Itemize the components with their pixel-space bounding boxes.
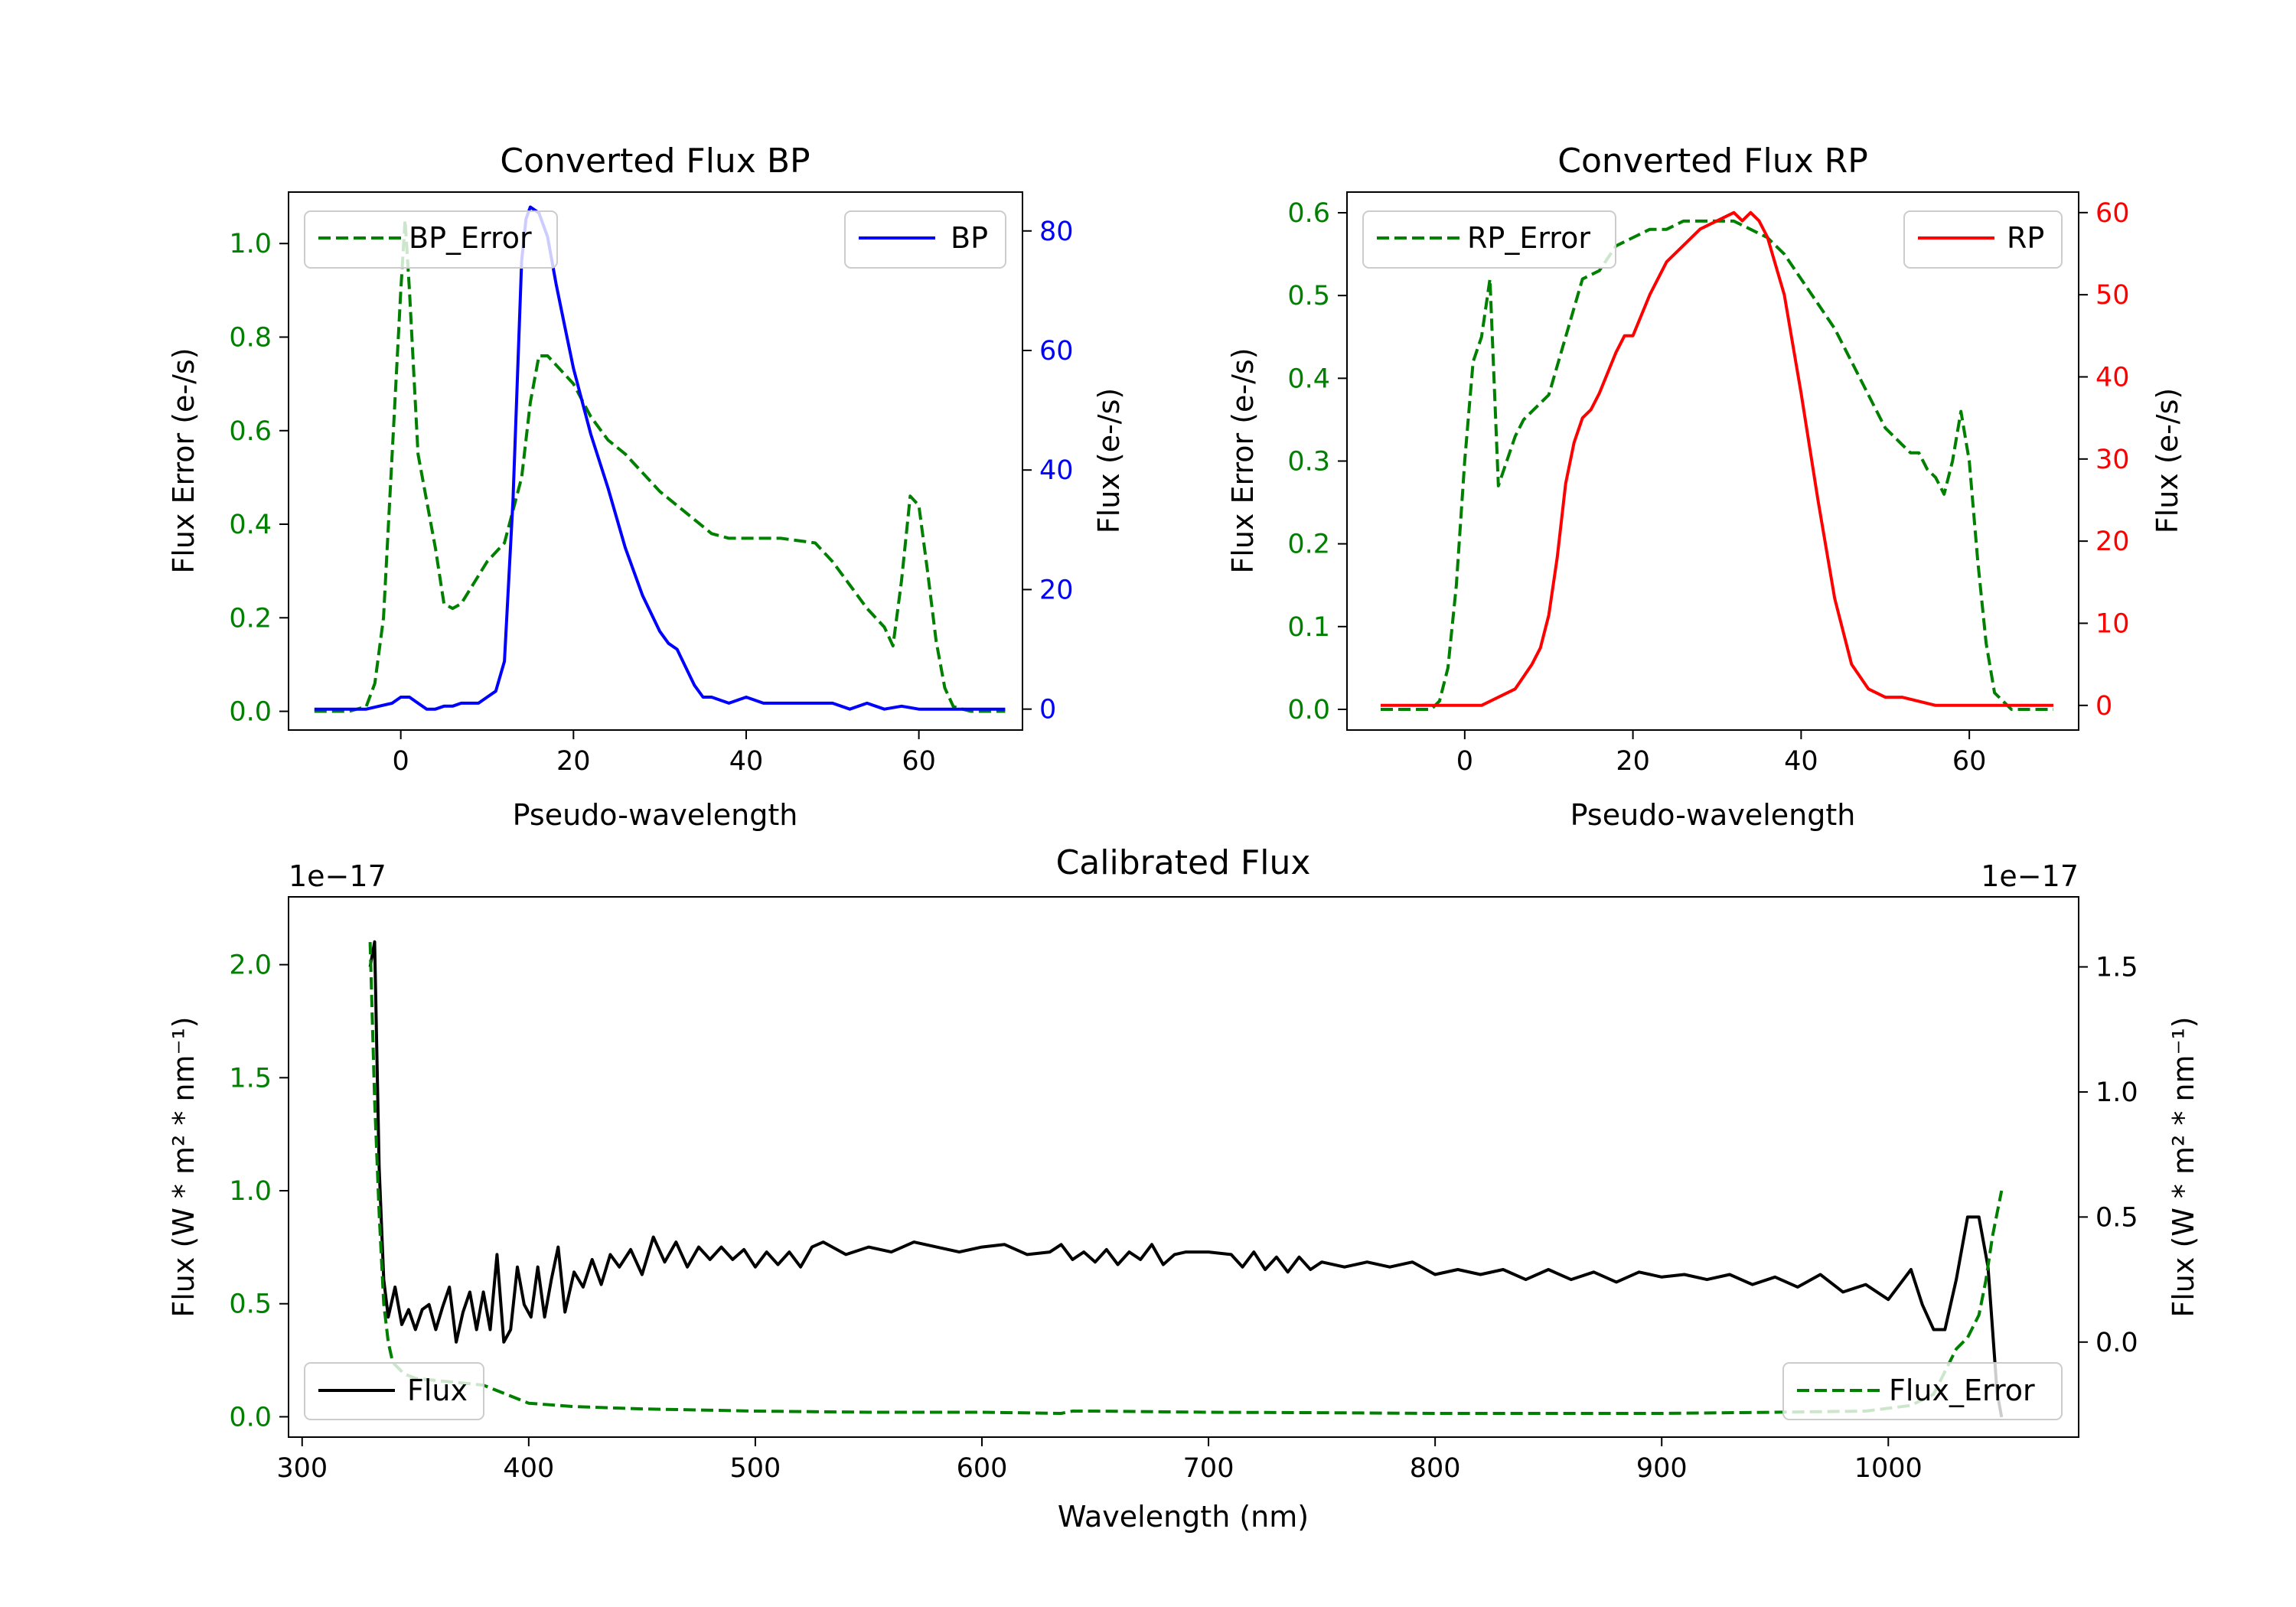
cal-series-flux-error: [368, 942, 2004, 1415]
bp-legend-flux: BP: [844, 210, 1006, 269]
bp-ytick-right-label: 0: [1039, 695, 1056, 725]
bp-xtick-label: 40: [729, 746, 764, 777]
cal-ylabel-right: Flux (W * m² * nm⁻¹): [2167, 1016, 2200, 1317]
cal-ytick-left-label: 1.5: [229, 1063, 272, 1094]
rp-xtick-label: 60: [1952, 746, 1987, 777]
cal-ytick-right-label: 0.5: [2095, 1202, 2138, 1233]
bp-xlabel: Pseudo-wavelength: [513, 798, 798, 832]
rp-legend-flux-label: RP: [2007, 221, 2044, 255]
cal-ytick-left-label: 1.0: [229, 1176, 272, 1207]
cal-ytick-right-label: 0.0: [2095, 1328, 2138, 1358]
cal-ytick-right-label: 1.0: [2095, 1077, 2138, 1108]
rp-plot-frame: [1346, 191, 2079, 731]
rp-series-rp: [1381, 210, 2053, 707]
bp-ytick-left-label: 0.8: [229, 323, 272, 354]
rp-ytick-left-label: 0.1: [1287, 612, 1330, 643]
rp-ytick-left-label: 0.5: [1287, 281, 1330, 311]
cal-ticks: 300 400 500 600 700 800 900 1000 0.0 0.5 1.0 1.5 2.0…: [229, 950, 2138, 1484]
cal-xlabel: Wavelength (nm): [1058, 1500, 1309, 1534]
rp-ytick-right-label: 60: [2095, 198, 2130, 229]
bp-ytick-left-label: 0.4: [229, 510, 272, 540]
bp-ylabel-right: Flux (e-/s): [1092, 388, 1126, 533]
rp-ytick-right-label: 10: [2095, 608, 2130, 639]
rp-xtick-label: 0: [1456, 746, 1473, 777]
bp-ticks: 0 20 40 60 0.0 0.2 0.4 0.6 0.8 1.0 0 20 40 60 80: [229, 217, 1073, 777]
rp-ytick-left-label: 0.2: [1287, 530, 1330, 560]
panel-cal: Calibrated Flux 1e−17 1e−17 300 400 500 600…: [167, 843, 2200, 1534]
cal-legend-error-label: Flux_Error: [1889, 1374, 2035, 1407]
rp-ytick-right-label: 50: [2095, 280, 2130, 311]
bp-xtick-label: 0: [393, 746, 409, 777]
bp-ylabel-left: Flux Error (e-/s): [167, 347, 201, 573]
cal-xtick-label: 900: [1636, 1453, 1688, 1484]
rp-ytick-left-label: 0.3: [1287, 447, 1330, 478]
bp-title: Converted Flux BP: [500, 142, 810, 181]
cal-ytick-right-label: 1.5: [2095, 953, 2138, 983]
rp-ytick-right-label: 30: [2095, 445, 2130, 475]
rp-legend-flux: RP: [1903, 210, 2063, 269]
rp-ticks: 0 20 40 60 0.0 0.1 0.2 0.3 0.4 0.5 0.6 0 10 20 30 40 50 6…: [1287, 198, 2129, 777]
cal-xtick-label: 1000: [1854, 1453, 1923, 1484]
bp-ytick-right-label: 20: [1039, 575, 1074, 605]
cal-xtick-label: 800: [1410, 1453, 1461, 1484]
panel-bp: Converted Flux BP 0 20 40 60 0.0 0.2 0.4 0.6 0.8…: [167, 142, 1126, 832]
cal-legend-flux-label: Flux: [407, 1374, 468, 1407]
bp-ytick-right-label: 80: [1039, 217, 1074, 247]
bp-legend-flux-label: BP: [951, 221, 988, 255]
bp-ytick-left-label: 1.0: [229, 229, 272, 259]
bp-series: [314, 205, 1006, 713]
rp-legend-error-label: RP_Error: [1467, 221, 1590, 255]
cal-xtick-label: 700: [1183, 1453, 1234, 1484]
cal-series-flux: [368, 940, 2004, 1418]
cal-xtick-label: 400: [503, 1453, 554, 1484]
cal-ytick-left-label: 2.0: [229, 950, 272, 981]
rp-ytick-left-label: 0.6: [1287, 198, 1330, 229]
rp-ytick-right-label: 20: [2095, 526, 2130, 557]
cal-xtick-label: 500: [730, 1453, 781, 1484]
cal-offset-left: 1e−17: [289, 859, 386, 893]
cal-ylabel-left: Flux (W * m² * nm⁻¹): [167, 1016, 201, 1317]
bp-xtick-label: 60: [902, 746, 936, 777]
bp-ytick-left-label: 0.0: [229, 697, 272, 728]
bp-ytick-left-label: 0.6: [229, 416, 272, 447]
rp-xtick-label: 20: [1616, 746, 1650, 777]
cal-ytick-left-label: 0.5: [229, 1289, 272, 1320]
bp-legend-error-label: BP_Error: [409, 221, 532, 255]
bp-ytick-left-label: 0.2: [229, 603, 272, 634]
bp-legend-error: BP_Error: [304, 210, 558, 269]
bp-ytick-right-label: 40: [1039, 455, 1074, 486]
rp-ytick-left-label: 0.0: [1287, 695, 1330, 725]
bp-series-bp-error: [314, 218, 1006, 713]
bp-series-bp: [314, 205, 1006, 711]
cal-legend-flux: Flux: [304, 1362, 484, 1420]
rp-ylabel-right: Flux (e-/s): [2151, 388, 2184, 533]
rp-ytick-right-label: 40: [2095, 362, 2130, 393]
cal-legend-error: Flux_Error: [1782, 1362, 2063, 1420]
rp-xlabel: Pseudo-wavelength: [1570, 798, 1856, 832]
bp-xtick-label: 20: [556, 746, 591, 777]
cal-ytick-left-label: 0.0: [229, 1402, 272, 1433]
bp-plot-frame: [288, 191, 1023, 731]
cal-series: [368, 940, 2004, 1418]
rp-series: [1381, 210, 2053, 711]
panel-rp: Converted Flux RP 0 20 40 60 0.0 0.1 0.2 0.3 0.4…: [1226, 142, 2184, 832]
rp-ytick-right-label: 0: [2095, 691, 2112, 722]
rp-ylabel-left: Flux Error (e-/s): [1226, 347, 1260, 573]
rp-title: Converted Flux RP: [1557, 142, 1868, 181]
rp-xtick-label: 40: [1784, 746, 1818, 777]
cal-plot-frame: [288, 896, 2079, 1438]
cal-offset-right: 1e−17: [1981, 859, 2079, 893]
cal-xtick-label: 600: [957, 1453, 1008, 1484]
cal-title: Calibrated Flux: [1056, 843, 1311, 882]
bp-ytick-right-label: 60: [1039, 336, 1074, 367]
rp-legend-error: RP_Error: [1362, 210, 1616, 269]
cal-xtick-label: 300: [276, 1453, 328, 1484]
rp-ytick-left-label: 0.4: [1287, 363, 1330, 394]
rp-series-rp-error: [1381, 219, 2053, 711]
